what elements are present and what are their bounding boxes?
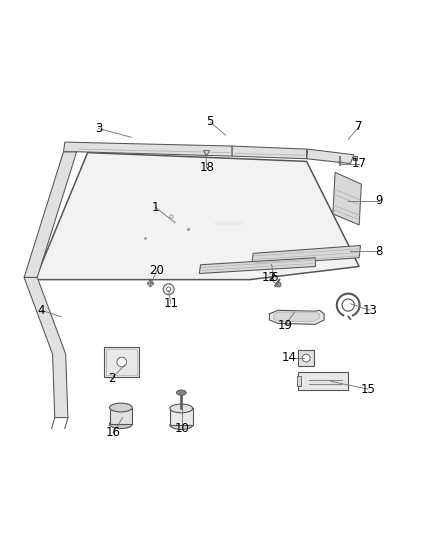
Text: 8: 8	[375, 245, 382, 257]
Text: 10: 10	[174, 422, 189, 435]
Ellipse shape	[170, 404, 193, 413]
Polygon shape	[232, 146, 307, 159]
Ellipse shape	[117, 357, 127, 367]
Polygon shape	[274, 312, 320, 321]
Polygon shape	[307, 149, 354, 164]
Polygon shape	[252, 246, 360, 265]
Ellipse shape	[170, 421, 193, 430]
Text: 1: 1	[152, 201, 159, 214]
Text: 13: 13	[363, 304, 378, 317]
Ellipse shape	[110, 403, 132, 412]
Ellipse shape	[302, 354, 310, 362]
Polygon shape	[199, 258, 315, 273]
Text: 6: 6	[270, 271, 278, 284]
Bar	[170, 408, 193, 425]
Bar	[297, 376, 301, 386]
Text: 20: 20	[149, 264, 164, 277]
Text: windshield: windshield	[213, 221, 242, 226]
Text: 12: 12	[262, 271, 277, 284]
Text: 9: 9	[375, 195, 383, 207]
Polygon shape	[269, 310, 324, 324]
Ellipse shape	[166, 287, 171, 292]
Polygon shape	[35, 152, 359, 280]
Ellipse shape	[110, 420, 132, 429]
Text: 11: 11	[163, 297, 178, 310]
Polygon shape	[64, 142, 232, 156]
Text: 5: 5	[207, 116, 214, 128]
Text: 15: 15	[360, 383, 375, 395]
Bar	[104, 347, 139, 377]
Bar	[298, 350, 314, 366]
Text: 18: 18	[199, 161, 214, 174]
Ellipse shape	[163, 284, 174, 295]
Text: 3: 3	[95, 122, 102, 135]
Polygon shape	[24, 278, 68, 418]
Text: 2: 2	[108, 372, 116, 385]
Ellipse shape	[177, 390, 186, 395]
Polygon shape	[24, 152, 77, 278]
Polygon shape	[333, 172, 361, 225]
Text: 17: 17	[352, 157, 367, 170]
Bar	[110, 408, 132, 424]
Text: 7: 7	[355, 120, 363, 133]
Bar	[298, 372, 348, 390]
Text: 19: 19	[277, 319, 292, 332]
Text: 16: 16	[106, 426, 120, 439]
Text: 14: 14	[282, 351, 297, 364]
Text: 4: 4	[38, 304, 46, 317]
